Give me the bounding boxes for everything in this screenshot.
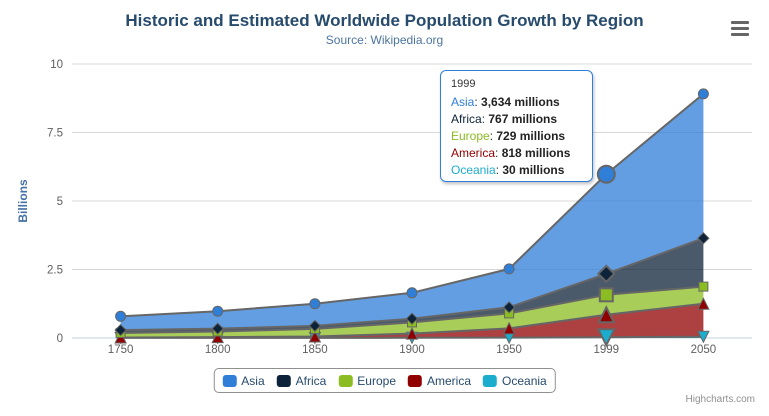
y-axis-label: 0 [57, 333, 63, 345]
tooltip-row-asia: Asia: 3,634 millions [451, 95, 560, 109]
marker-america-1800[interactable] [211, 330, 225, 344]
legend-label: Africa [295, 373, 327, 388]
marker-asia-2050[interactable] [697, 88, 709, 100]
marker-africa-2050[interactable] [697, 231, 710, 245]
legend-item-oceania[interactable]: Oceania [483, 374, 547, 388]
x-axis-label: 1850 [302, 344, 328, 356]
marker-africa-1900[interactable] [405, 312, 419, 325]
chart-subtitle: Source: Wikipedia.org [325, 33, 444, 47]
context-menu-button[interactable] [731, 21, 751, 38]
legend: Asia Africa Europe America Oceania [213, 368, 556, 393]
tooltip-row-africa: Africa: 767 millions [451, 112, 558, 126]
y-axis-label: 2.5 [47, 265, 63, 277]
legend-swatch-africa [276, 374, 291, 387]
x-axis-label: 1900 [399, 344, 425, 356]
legend-swatch-america [408, 374, 423, 387]
tooltip: 1999 Asia: 3,634 millions Africa: 767 mil… [440, 70, 593, 182]
tooltip-row-europe: Europe: 729 millions [451, 129, 566, 143]
marker-asia-1999[interactable] [596, 164, 616, 184]
chart-title: Historic and Estimated Worldwide Populat… [125, 11, 644, 30]
x-axis-label: 2050 [691, 344, 717, 356]
legend-label: Asia [241, 373, 265, 388]
x-axis-label: 1750 [108, 344, 134, 356]
marker-asia-1800[interactable] [212, 305, 224, 317]
y-axis-label: 5 [57, 196, 63, 208]
hamburger-icon [731, 21, 749, 24]
area-asia[interactable] [120, 93, 704, 331]
legend-item-asia[interactable]: Asia [222, 373, 265, 388]
tooltip-row-america: America: 818 millions [451, 146, 571, 160]
hamburger-icon [731, 33, 749, 36]
marker-africa-1750[interactable] [114, 323, 127, 337]
marker-asia-1950[interactable] [503, 263, 515, 275]
marker-america-1999[interactable] [597, 305, 616, 324]
area-africa[interactable] [120, 238, 704, 333]
marker-america-1950[interactable] [502, 321, 516, 335]
legend-item-america[interactable]: America [408, 374, 471, 388]
marker-asia-1850[interactable] [309, 298, 321, 310]
marker-asia-1900[interactable] [406, 287, 418, 299]
credits-link[interactable]: Highcharts.com [685, 394, 755, 405]
y-axis-label: 10 [50, 59, 63, 71]
legend-label: Oceania [502, 373, 547, 388]
legend-swatch-asia [222, 374, 237, 387]
tooltip-row-oceania: Oceania: 30 millions [451, 163, 565, 177]
x-axis-label: 1950 [496, 344, 522, 356]
marker-oceania-1999[interactable] [596, 328, 616, 348]
x-axis-label: 1999 [594, 344, 620, 356]
y-axis-label: 7.5 [47, 128, 63, 140]
tooltip-rows: Asia: 3,634 millions Africa: 767 millions… [451, 94, 582, 179]
legend-label: Europe [357, 373, 397, 388]
marker-america-1850[interactable] [308, 329, 322, 343]
hamburger-icon [731, 27, 749, 30]
x-axis-label: 1800 [205, 344, 231, 356]
marker-africa-1800[interactable] [211, 322, 224, 335]
y-axis-title: Billions [16, 179, 30, 223]
legend-label: America [427, 373, 472, 388]
marker-oceania-2050[interactable] [697, 330, 710, 344]
legend-item-europe[interactable]: Europe [338, 374, 396, 388]
marker-africa-1950[interactable] [502, 301, 516, 314]
area-america[interactable] [120, 303, 704, 338]
legend-swatch-oceania [483, 374, 498, 387]
marker-america-2050[interactable] [697, 297, 710, 310]
marker-africa-1850[interactable] [308, 319, 322, 333]
legend-swatch-europe [338, 374, 353, 387]
marker-america-1900[interactable] [405, 326, 419, 340]
marker-asia-1750[interactable] [115, 310, 127, 322]
legend-item-africa[interactable]: Africa [276, 373, 327, 388]
marker-europe-1999[interactable] [598, 287, 614, 303]
tooltip-header: 1999 [451, 78, 476, 90]
marker-europe-2050[interactable] [698, 281, 709, 292]
marker-africa-1999[interactable] [596, 264, 616, 284]
